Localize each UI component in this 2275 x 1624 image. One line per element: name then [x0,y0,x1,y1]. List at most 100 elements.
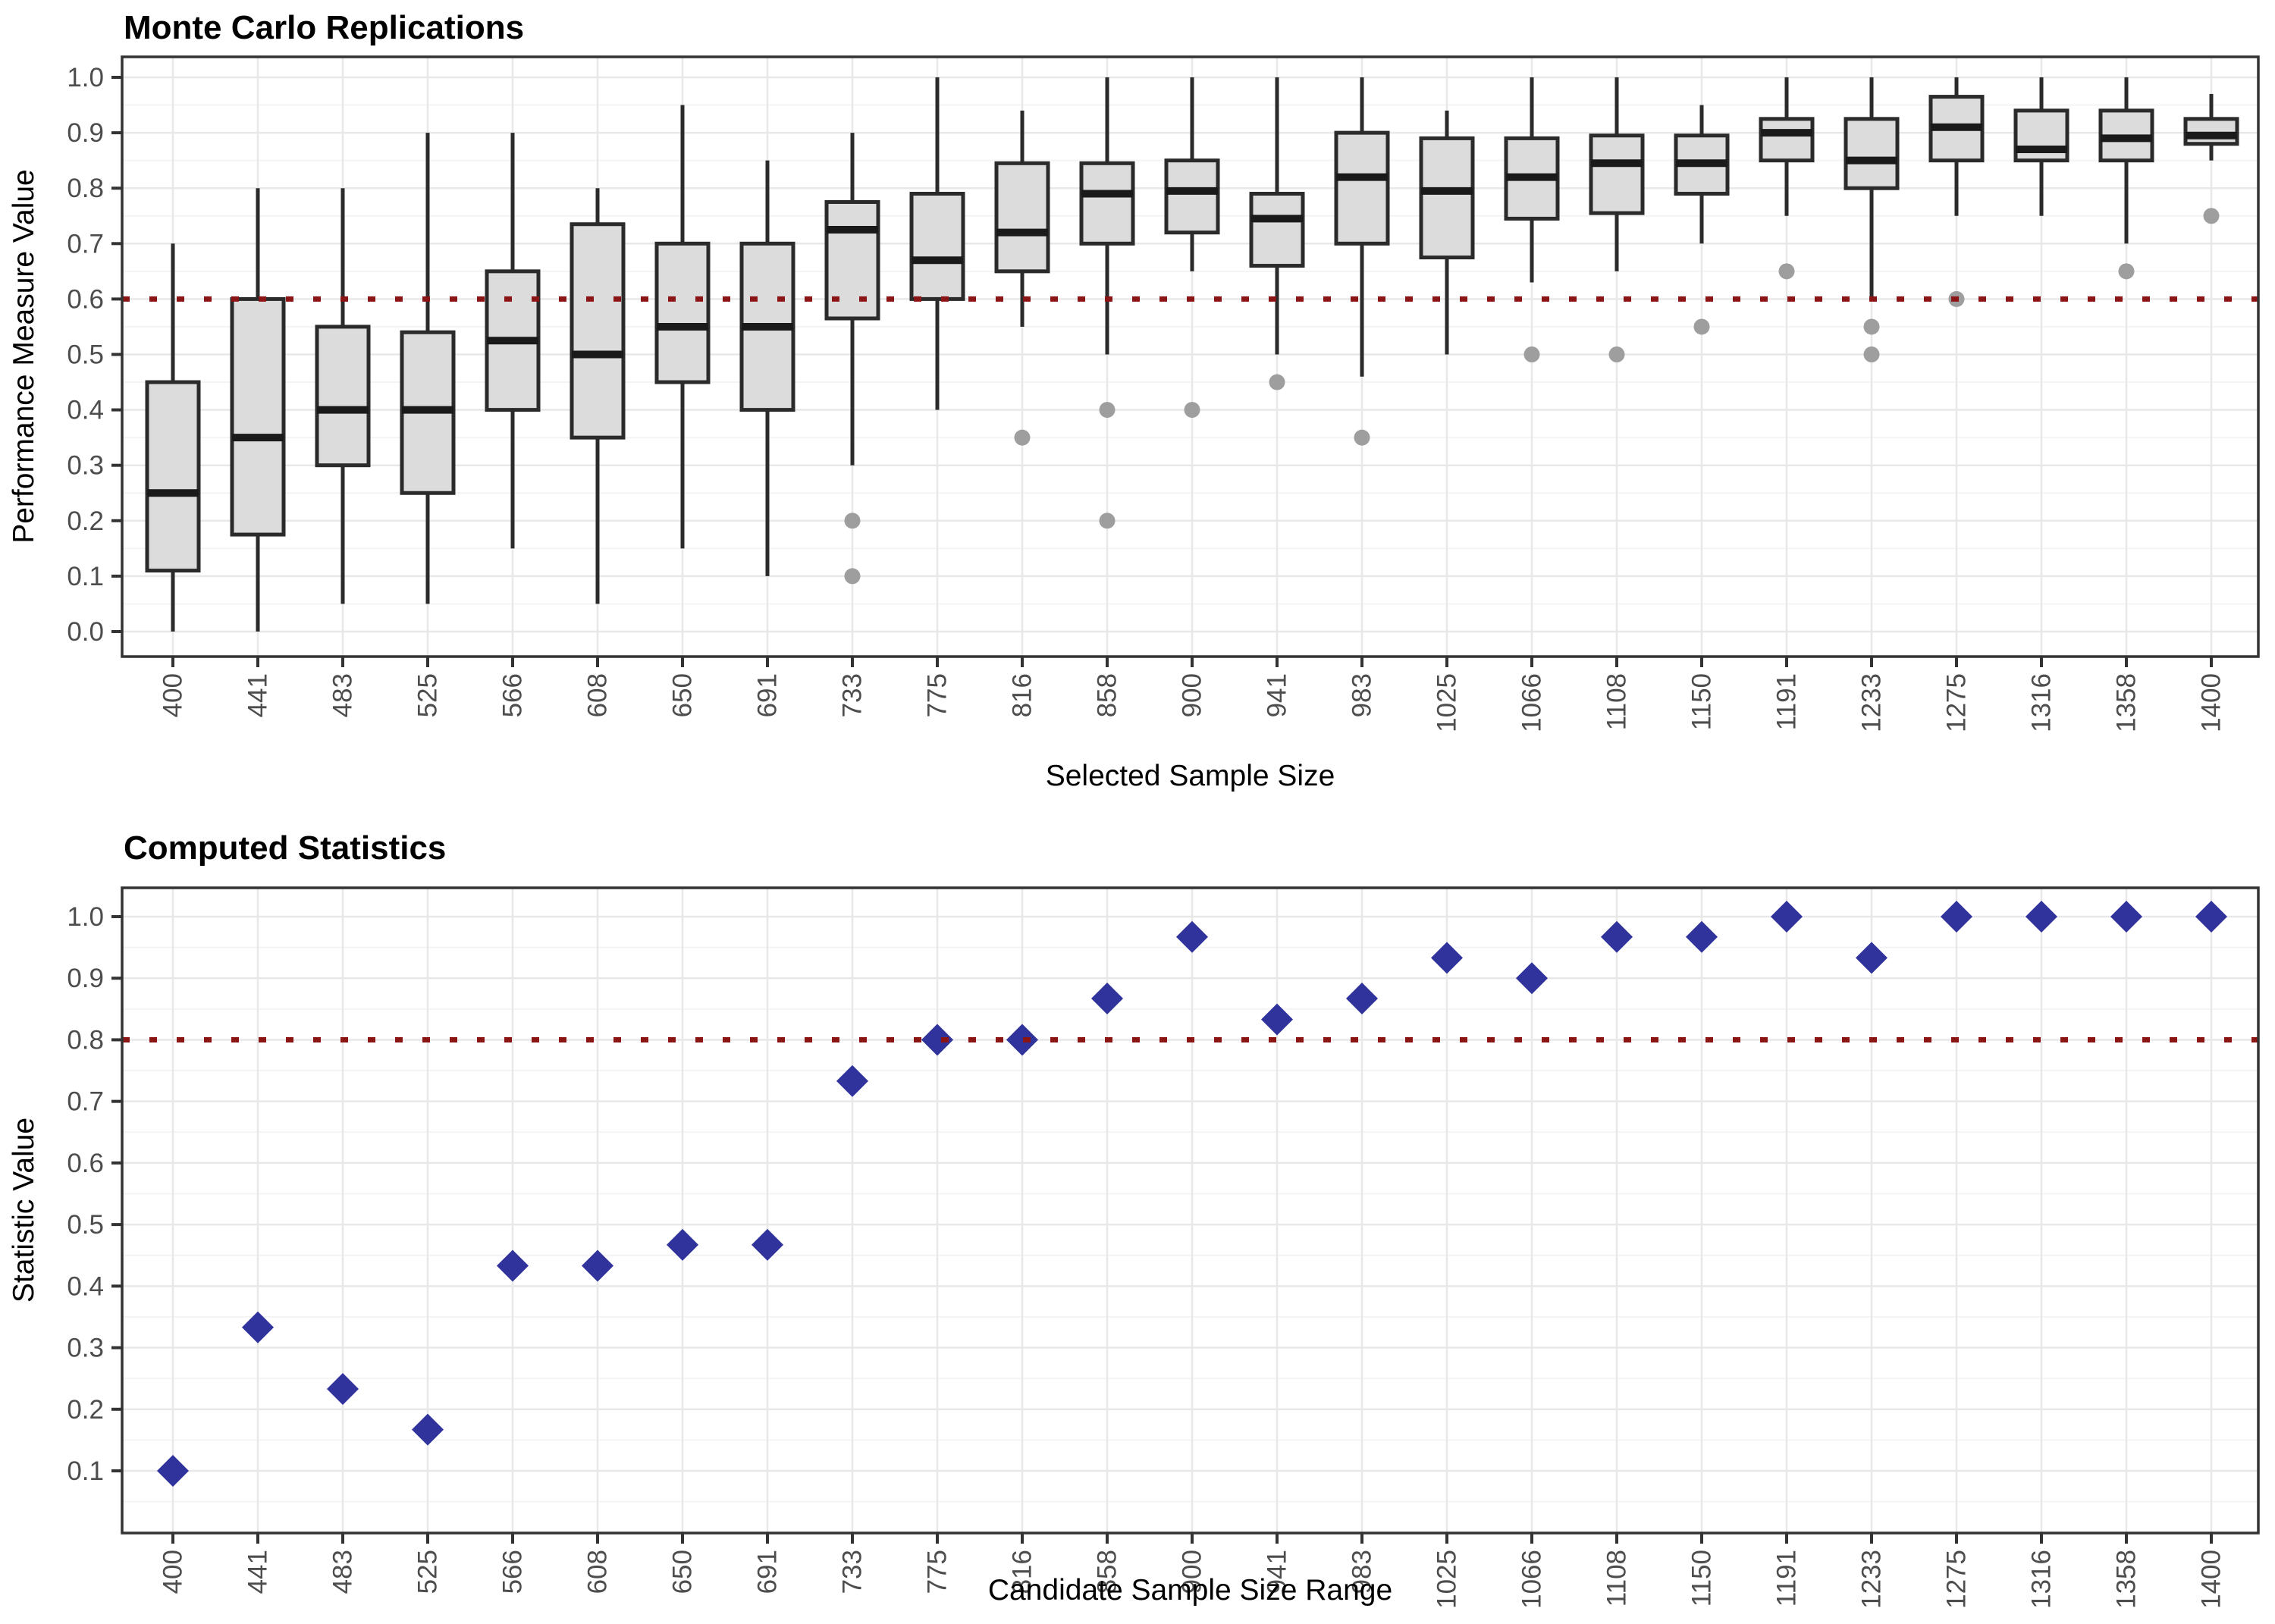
boxplot [1249,77,1305,390]
panel-border [121,886,2260,1535]
iqr-box [1334,130,1390,246]
x-tick-label: 400 [158,1550,188,1594]
iqr-box [2183,117,2239,146]
outlier-point [1184,402,1200,419]
x-tick-label: 566 [498,1550,528,1594]
x-tick-label: 525 [413,1550,443,1594]
boxplot [1928,77,1985,307]
outlier-point [2118,263,2135,280]
scatter-y-axis-title: Statistic Value [8,1117,40,1303]
y-tick-label: 0.2 [67,506,104,536]
x-tick-label: 1358 [2112,673,2142,732]
boxplot [1334,77,1390,446]
x-tick-label: 1025 [1432,673,1462,732]
x-tick-label: 1233 [1857,673,1887,732]
outlier-point [1523,346,1540,362]
outlier-point [1608,346,1625,362]
y-tick-label: 0.5 [67,340,104,370]
scatter-point [1006,1024,1038,1056]
x-tick-label: 1066 [1517,673,1547,732]
x-tick-label: 1108 [1602,673,1632,730]
x-tick-label: 566 [498,673,528,717]
x-tick-label: 733 [838,673,868,717]
panel-border [121,55,2260,658]
scatter-point [752,1228,783,1261]
y-tick-label: 1.0 [67,902,104,932]
x-tick-label: 1400 [2197,673,2226,732]
boxplot [654,105,711,549]
outlier-point [1099,513,1116,529]
boxplot [1589,77,1645,362]
y-tick-label: 0.7 [67,1087,104,1117]
x-tick-label: 400 [158,673,188,717]
x-tick-label: 983 [1348,1550,1377,1594]
y-tick-label: 0.5 [67,1210,104,1240]
x-tick-label: 983 [1348,673,1377,717]
x-tick-label: 1400 [2197,1550,2226,1609]
x-tick-label: 733 [838,1550,868,1594]
y-tick-label: 0.9 [67,118,104,148]
x-tick-label: 1316 [2027,1550,2057,1609]
boxplot [2013,77,2069,216]
boxplot [2098,77,2154,280]
x-tick-label: 1316 [2027,673,2057,732]
x-tick-label: 1275 [1942,1550,1972,1609]
x-tick-label: 650 [668,673,698,717]
scatter-point [1431,942,1463,974]
boxplot [1759,77,1815,280]
iqr-box [654,241,711,384]
iqr-box [1844,117,1900,190]
x-tick-label: 1358 [2112,1550,2142,1609]
outlier-point [1693,318,1710,335]
boxplot [1674,105,1730,335]
boxplot [1164,77,1220,419]
iqr-box [1249,192,1305,268]
x-tick-label: 608 [583,673,613,717]
scatter-point [582,1249,613,1282]
scatter-point [1601,920,1633,953]
boxplot [1419,110,1475,355]
boxplot-panel-title: Monte Carlo Replications [124,9,525,46]
boxplot [994,110,1050,446]
scatter-point [667,1228,698,1261]
x-tick-label: 650 [668,1550,698,1594]
y-tick-label: 0.0 [67,617,104,647]
outlier-point [1863,318,1880,335]
y-tick-label: 0.6 [67,1149,104,1178]
outlier-point [1099,402,1116,419]
scatter-point [921,1024,953,1056]
x-tick-label: 775 [923,1550,952,1594]
x-tick-label: 1025 [1432,1550,1462,1609]
scatter-point [2026,901,2057,933]
scatter-point [1771,901,1803,933]
outlier-point [1269,374,1285,390]
scatter-point [242,1311,274,1343]
x-tick-label: 858 [1093,673,1122,717]
boxplot [2183,93,2239,224]
outlier-point [1354,429,1370,446]
scatter-x-axis-title: Candidate Sample Size Range [987,1574,1393,1607]
scatter-point [1261,1003,1293,1036]
y-tick-label: 0.8 [67,1025,104,1055]
x-tick-label: 441 [243,1550,273,1594]
iqr-box [230,296,286,537]
x-tick-label: 941 [1263,1550,1292,1594]
boxplot [570,188,626,604]
boxplot-x-axis-title: Selected Sample Size [1045,760,1335,792]
iqr-box [1419,136,1475,260]
x-tick-label: 816 [1008,673,1037,717]
scatter-point [157,1455,189,1487]
scatter-point [2195,901,2227,933]
scatter-point [1686,920,1718,953]
y-tick-label: 1.0 [67,63,104,92]
scatter-point [1856,942,1887,974]
x-tick-label: 483 [328,1550,358,1594]
boxplot [739,160,795,576]
x-tick-label: 858 [1093,1550,1122,1594]
x-tick-label: 608 [583,1550,613,1594]
scatter-point [327,1372,359,1405]
y-tick-label: 0.9 [67,964,104,993]
iqr-box [1589,133,1645,215]
y-tick-label: 0.3 [67,451,104,481]
